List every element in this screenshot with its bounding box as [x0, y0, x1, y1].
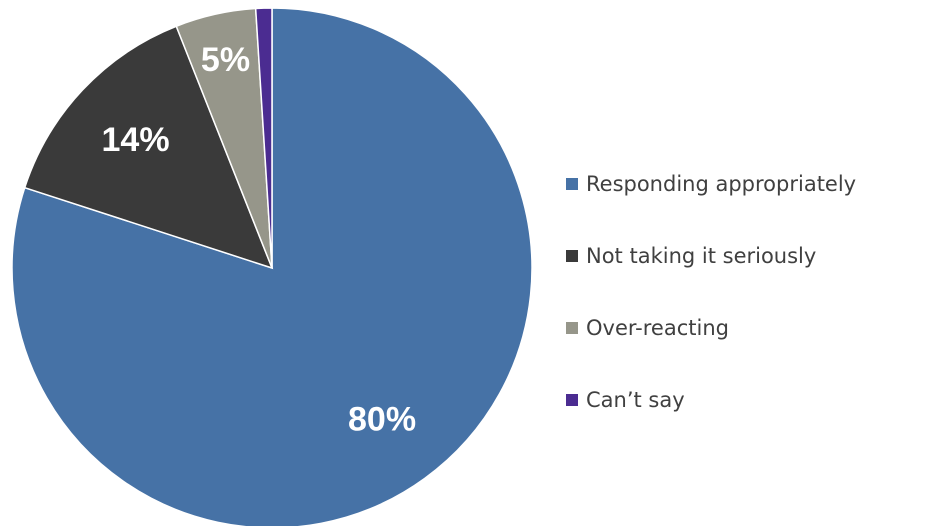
- legend-swatch: [566, 394, 578, 406]
- legend-item-not-taking-it-seriously: Not taking it seriously: [566, 220, 856, 292]
- pie-slice-can-t-say: [254, 7, 273, 269]
- pie-slice-not-taking-it-seriously: [23, 25, 274, 270]
- legend-label: Can’t say: [586, 388, 685, 412]
- legend-label: Over-reacting: [586, 316, 729, 340]
- legend-item-responding-appropriately: Responding appropriately: [566, 148, 856, 220]
- pie-data-labels: 80% 14% 5%: [102, 41, 417, 439]
- legend-swatch: [566, 322, 578, 334]
- data-label-not-taking-it-seriously: 14%: [102, 121, 170, 159]
- pie-slices: [11, 7, 533, 526]
- legend-label: Responding appropriately: [586, 172, 857, 196]
- legend-swatch: [566, 178, 578, 190]
- legend-swatch: [566, 250, 578, 262]
- data-label-over-reacting: 5%: [201, 41, 250, 79]
- legend-item-over-reacting: Over-reacting: [566, 292, 856, 364]
- legend: Responding appropriately Not taking it s…: [566, 148, 856, 436]
- legend-label: Not taking it seriously: [586, 244, 817, 268]
- data-label-responding-appropriately: 80%: [348, 400, 416, 438]
- legend-item-cant-say: Can’t say: [566, 364, 856, 436]
- pie-chart: 80% 14% 5%: [11, 7, 533, 526]
- pie-slice-responding-appropriately: [11, 7, 533, 526]
